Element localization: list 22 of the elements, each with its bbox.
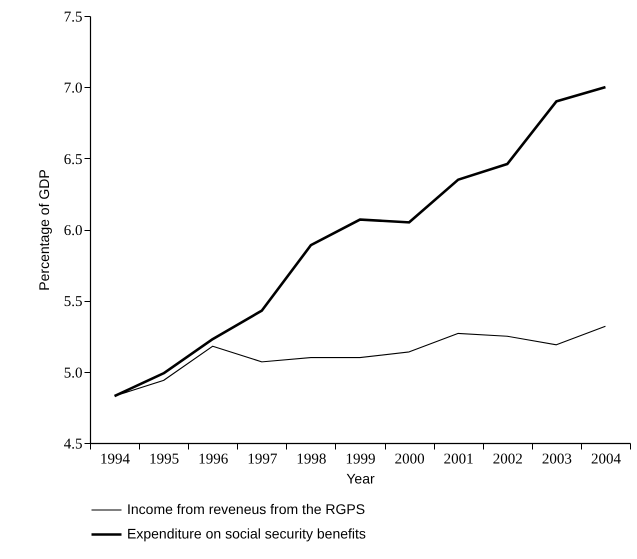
x-tick-label: 2001 (444, 452, 474, 468)
y-axis-title: Percentage of GDP (36, 169, 52, 291)
x-tick-label: 1995 (149, 452, 180, 468)
y-tick-label: 6.5 (64, 152, 82, 168)
y-tick-label: 7.5 (64, 10, 82, 26)
x-axis-title: Year (346, 470, 375, 486)
x-tick-label: 2003 (542, 452, 572, 468)
x-tick-label: 2000 (394, 452, 425, 468)
x-tick-label: 2002 (492, 452, 523, 468)
legend-label: Income from reveneus from the RGPS (127, 501, 366, 517)
legend-label: Expenditure on social security benefits (127, 526, 366, 542)
x-tick-label: 1994 (100, 452, 131, 468)
y-tick-label: 7.0 (64, 80, 82, 97)
x-tick-label: 1998 (296, 452, 326, 468)
x-tick-label: 1999 (346, 452, 376, 468)
x-tick-label: 1997 (247, 452, 278, 468)
y-tick-label: 5.5 (64, 294, 82, 310)
y-tick-label: 5.0 (64, 365, 82, 382)
x-tick-label: 1996 (198, 452, 229, 468)
x-tick-label: 2004 (590, 452, 622, 468)
y-tick-label: 6.0 (64, 223, 82, 239)
y-tick-label: 4.5 (64, 436, 82, 452)
